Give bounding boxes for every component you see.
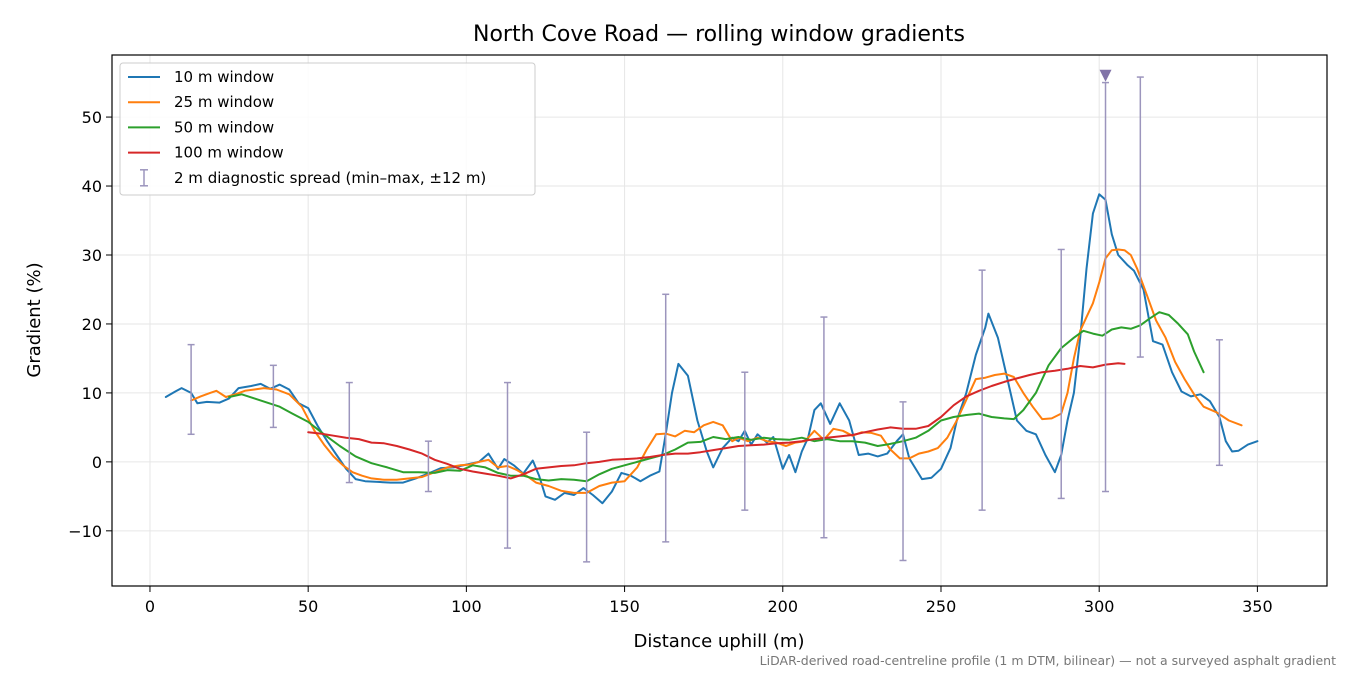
error-bar bbox=[1102, 81, 1110, 493]
error-bar bbox=[899, 401, 907, 562]
error-bar bbox=[504, 381, 512, 549]
y-tick-label: 40 bbox=[82, 177, 102, 196]
x-axis-label: Distance uphill (m) bbox=[634, 631, 805, 652]
legend-label: 50 m window bbox=[174, 118, 274, 136]
x-tick-label: 200 bbox=[768, 597, 799, 616]
error-bar bbox=[1215, 339, 1223, 467]
error-bar bbox=[345, 381, 353, 484]
y-tick-label: 0 bbox=[92, 453, 102, 472]
series-lines bbox=[164, 193, 1259, 505]
peak-marker bbox=[1099, 69, 1112, 82]
y-tick-label: 10 bbox=[82, 384, 102, 403]
y-axis-label: Gradient (%) bbox=[24, 262, 45, 377]
y-tick-label: 50 bbox=[82, 108, 102, 127]
error-bar bbox=[820, 316, 828, 539]
y-tick-label: 20 bbox=[82, 315, 102, 334]
series-line-4 bbox=[307, 362, 1126, 480]
x-tick-label: 150 bbox=[609, 597, 640, 616]
chart-title: North Cove Road — rolling window gradien… bbox=[473, 22, 965, 47]
error-bar bbox=[1057, 248, 1065, 500]
plot-frame bbox=[111, 54, 1328, 587]
x-tick-label: 50 bbox=[298, 597, 318, 616]
error-bar bbox=[269, 364, 277, 429]
error-bar bbox=[583, 431, 591, 563]
x-tick-label: 100 bbox=[451, 597, 482, 616]
error-bar bbox=[741, 371, 749, 511]
peak-marker-triangle bbox=[1099, 69, 1112, 82]
legend-label: 25 m window bbox=[174, 93, 274, 111]
x-tick-label: 350 bbox=[1242, 597, 1273, 616]
x-tick-label: 0 bbox=[145, 597, 155, 616]
legend-swatch bbox=[140, 169, 148, 187]
legend-label: 10 m window bbox=[174, 68, 274, 86]
error-bar bbox=[1136, 76, 1144, 358]
error-bar bbox=[187, 343, 195, 436]
y-tick-label: −10 bbox=[68, 522, 102, 541]
error-bars bbox=[187, 76, 1223, 563]
legend-box bbox=[119, 62, 536, 196]
series-line-2 bbox=[190, 248, 1243, 494]
error-bar bbox=[424, 440, 432, 493]
legend: 10 m window 25 m window 50 m window 100 m w… bbox=[119, 62, 536, 196]
x-tick-label: 250 bbox=[926, 597, 957, 616]
error-bar bbox=[662, 293, 670, 543]
footnote: LiDAR-derived road-centreline profile (1… bbox=[760, 653, 1336, 668]
legend-label: 100 m window bbox=[174, 144, 284, 162]
series-line-3 bbox=[228, 311, 1205, 483]
y-tick-label: 30 bbox=[82, 246, 102, 265]
error-bar bbox=[978, 269, 986, 511]
x-tick-label: 300 bbox=[1084, 597, 1115, 616]
axis-ticks: 0 50 100 150 200 250 300 350 −10 0 10 20 30 40 50 bbox=[68, 108, 1272, 616]
legend-label: 2 m diagnostic spread (min–max, ±12 m) bbox=[174, 169, 486, 187]
